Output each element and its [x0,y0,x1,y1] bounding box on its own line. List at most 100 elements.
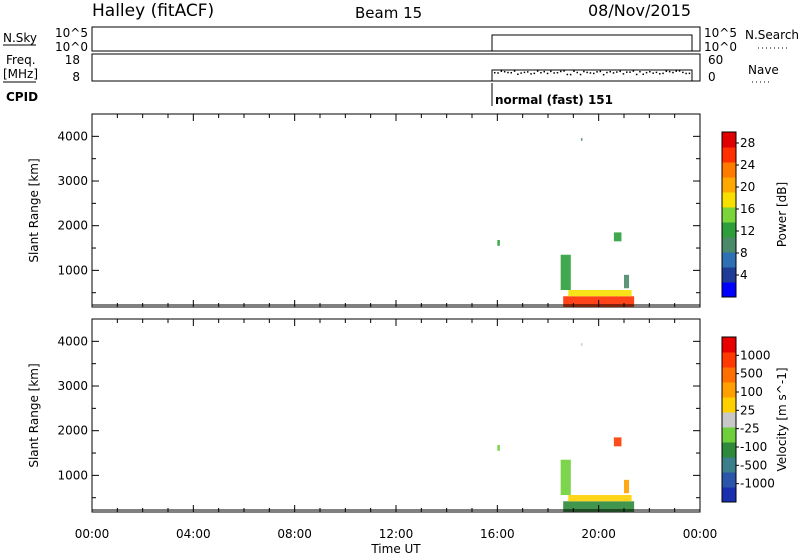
y-axis-label: Slant Range [km] [27,158,41,262]
time-axis-labels: 00:00 04:00 08:00 12:00 16:00 20:00 00:00 [75,527,718,541]
nave-point [596,71,598,73]
colorbar-tick-label: 4 [740,268,748,282]
colorbar-tick-label: 500 [740,367,763,381]
colorbar-tick-label: 1000 [740,348,771,362]
colorbar-segment [722,147,736,163]
nave-point [612,72,615,74]
x-tick-label: 04:00 [176,527,211,541]
nave-point [520,72,522,74]
colorbar-segment [722,397,736,413]
nave-point [593,72,595,75]
colorbar-label: Power [dB] [775,182,789,247]
nave-tick-bottom: 0 [708,70,716,84]
nave-point [540,71,542,74]
station-title: Halley (fitACF) [92,1,214,21]
nave-point [500,70,503,72]
nave-point [682,71,684,74]
colorbar-segment [722,457,736,473]
x-tick-label: 00:00 [75,527,110,541]
nave-point [599,70,602,73]
data-region [560,459,571,496]
freq-tick-bottom: 8 [72,70,80,84]
data-region [624,479,630,494]
nave-point [645,71,648,74]
y-tick-label: 1000 [57,263,88,277]
nave-point [675,70,677,72]
colorbar-tick-label: -500 [740,458,767,472]
colorbar-tick-label: -1000 [740,477,775,491]
nave-point [685,72,687,75]
nsky-tick-top: 10^5 [55,26,88,40]
nave-point [665,70,668,73]
y-tick-label: 4000 [57,334,88,348]
colorbar-segment [722,412,736,428]
panel-frame [91,113,701,308]
colorbar-segment [722,177,736,193]
nave-point [543,70,545,73]
nave-point [527,71,529,73]
colorbar-segment [722,352,736,368]
nave-point [497,72,499,74]
data-region [580,343,583,346]
nave-point [642,73,644,76]
x-tick-label: 08:00 [277,527,312,541]
y-tick-label: 2000 [57,219,88,233]
freq-nave-panel: Freq. [MHz] 18 8 60 0 Nave [3,53,779,84]
nave-point [579,73,582,76]
panel-frame [91,318,701,513]
nave-point [672,71,674,74]
cpid-mode: normal (fast) 151 [495,93,613,107]
colorbar-segment [722,267,736,283]
nave-label: Nave [748,63,779,77]
nave-point [619,70,621,73]
nave-point [629,71,631,73]
colorbar-segment [722,382,736,398]
colorbar-segment [722,367,736,383]
nave-point [550,70,552,73]
nave-scatter [494,70,691,76]
data-region [560,254,571,291]
nave-point [569,73,572,76]
colorbar-segment [722,207,736,223]
nave-point [602,73,605,76]
nsearch-label: N.Search [745,28,799,42]
x-tick-label: 20:00 [581,527,616,541]
nave-point [507,71,509,74]
sky-search-panel: N.Sky 10^5 10^0 10^5 10^0 N.Search [3,26,799,54]
nave-point [609,70,611,73]
colorbar-segment [722,162,736,178]
nsky-tick-bottom: 10^0 [55,40,88,54]
nave-point [632,70,635,72]
nave-point [533,72,536,75]
colorbar-label: Velocity [m s^-1] [775,367,789,471]
nave-tick-top: 60 [708,53,723,67]
nave-point [510,72,512,74]
freq-label: Freq. [6,53,36,67]
sky-panel-frame [91,26,701,52]
power-panel: 1000 2000 3000 4000 Slant Range [km] [27,113,701,308]
colorbar-segment [722,487,736,503]
x-tick-label: 16:00 [480,527,515,541]
data-region [580,138,583,141]
nave-point [573,70,575,72]
beam-title: Beam 15 [355,4,422,22]
nave-point [583,70,585,73]
colorbar-tick-label: 25 [740,403,755,417]
nave-point [560,70,562,73]
nave-point [576,71,578,74]
date-title: 08/Nov/2015 [588,1,691,20]
nave-point [659,73,661,75]
nave-point [668,70,671,73]
colorbar-segment [722,442,736,458]
x-tick-label: 12:00 [379,527,414,541]
nave-point [688,72,691,75]
nave-point [655,71,658,74]
nave-point [563,70,565,72]
nave-point [635,73,638,76]
nsearch-tick-top: 10^5 [704,26,737,40]
data-region [613,437,622,447]
nave-point [606,71,608,74]
